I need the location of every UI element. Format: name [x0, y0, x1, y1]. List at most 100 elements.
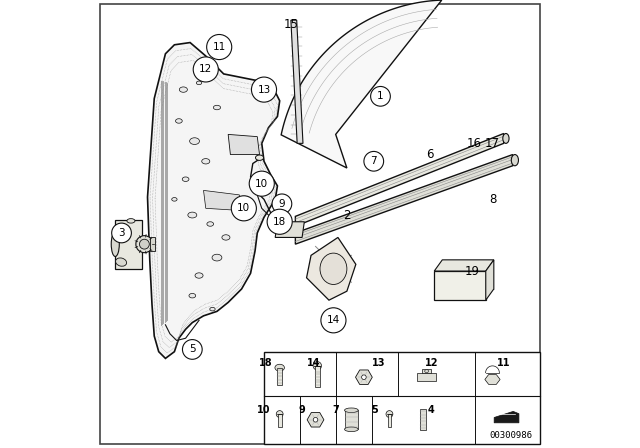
Polygon shape	[281, 0, 442, 168]
Text: 6: 6	[426, 148, 433, 161]
Polygon shape	[204, 190, 241, 211]
Ellipse shape	[344, 408, 358, 413]
Polygon shape	[486, 260, 494, 300]
Text: 10: 10	[255, 179, 268, 189]
Text: 00300986: 00300986	[490, 431, 532, 440]
Polygon shape	[485, 375, 500, 384]
Text: 17: 17	[485, 137, 500, 150]
Ellipse shape	[172, 198, 177, 201]
Text: 18: 18	[259, 358, 273, 368]
Circle shape	[231, 196, 257, 221]
Circle shape	[272, 194, 292, 214]
Circle shape	[371, 86, 390, 106]
Ellipse shape	[136, 236, 153, 253]
Ellipse shape	[344, 427, 358, 431]
Ellipse shape	[207, 222, 214, 226]
Ellipse shape	[313, 362, 321, 370]
Text: 14: 14	[307, 358, 320, 368]
Text: 9: 9	[278, 199, 285, 209]
Text: 9: 9	[299, 405, 306, 415]
Ellipse shape	[195, 273, 203, 278]
Circle shape	[111, 223, 131, 243]
Text: 13: 13	[257, 85, 271, 95]
Polygon shape	[228, 134, 260, 155]
Text: 12: 12	[425, 358, 439, 368]
Text: 7: 7	[371, 156, 377, 166]
Polygon shape	[275, 222, 305, 237]
Circle shape	[321, 308, 346, 333]
Text: 16: 16	[467, 137, 482, 150]
Text: 5: 5	[371, 405, 378, 415]
Polygon shape	[147, 43, 280, 358]
Polygon shape	[307, 237, 356, 300]
Ellipse shape	[140, 239, 149, 249]
Text: 3: 3	[118, 228, 125, 238]
Ellipse shape	[210, 307, 215, 311]
Text: 11: 11	[212, 42, 226, 52]
Bar	[277, 368, 282, 385]
Text: 7: 7	[333, 405, 339, 415]
Ellipse shape	[196, 81, 202, 85]
Polygon shape	[435, 260, 494, 271]
Text: 18: 18	[273, 217, 286, 227]
Ellipse shape	[212, 254, 222, 261]
Text: 14: 14	[327, 315, 340, 325]
Ellipse shape	[386, 411, 393, 418]
Text: 10: 10	[237, 203, 250, 213]
Bar	[417, 374, 436, 381]
Ellipse shape	[127, 219, 135, 223]
Ellipse shape	[313, 418, 318, 422]
Text: 4: 4	[428, 405, 435, 415]
Text: 11: 11	[497, 358, 511, 368]
Polygon shape	[291, 20, 303, 143]
Ellipse shape	[189, 138, 200, 144]
Ellipse shape	[425, 370, 429, 373]
Ellipse shape	[213, 105, 221, 110]
Text: 1: 1	[377, 91, 384, 101]
Text: 5: 5	[189, 345, 196, 354]
Bar	[422, 369, 431, 374]
Polygon shape	[307, 413, 324, 427]
Circle shape	[249, 171, 275, 196]
Bar	[278, 414, 282, 426]
Ellipse shape	[182, 177, 189, 181]
Text: 8: 8	[489, 193, 496, 206]
Text: 13: 13	[371, 358, 385, 368]
Ellipse shape	[275, 364, 284, 371]
Text: 12: 12	[199, 65, 212, 74]
Polygon shape	[115, 220, 142, 269]
Text: 2: 2	[343, 208, 351, 222]
Ellipse shape	[202, 159, 210, 164]
Text: 19: 19	[465, 264, 480, 278]
Bar	[420, 409, 426, 431]
Ellipse shape	[222, 235, 230, 240]
Ellipse shape	[276, 411, 283, 418]
Ellipse shape	[175, 119, 182, 123]
Bar	[435, 271, 486, 300]
Bar	[315, 366, 319, 387]
Ellipse shape	[188, 212, 196, 218]
Bar	[344, 410, 358, 429]
Ellipse shape	[189, 293, 196, 298]
Circle shape	[364, 151, 383, 171]
Polygon shape	[494, 411, 519, 423]
Ellipse shape	[179, 87, 188, 92]
Ellipse shape	[116, 258, 127, 266]
Ellipse shape	[320, 253, 347, 284]
Text: 10: 10	[257, 405, 271, 415]
Bar	[388, 414, 391, 426]
Circle shape	[252, 77, 276, 102]
Text: 15: 15	[284, 18, 298, 31]
Ellipse shape	[255, 155, 264, 160]
Polygon shape	[296, 134, 504, 226]
Polygon shape	[296, 155, 513, 244]
Bar	[264, 352, 540, 444]
Circle shape	[267, 209, 292, 234]
Circle shape	[182, 340, 202, 359]
Circle shape	[193, 57, 218, 82]
Bar	[150, 237, 155, 251]
Ellipse shape	[503, 134, 509, 143]
Polygon shape	[356, 370, 372, 384]
Circle shape	[207, 34, 232, 60]
Ellipse shape	[511, 155, 518, 166]
